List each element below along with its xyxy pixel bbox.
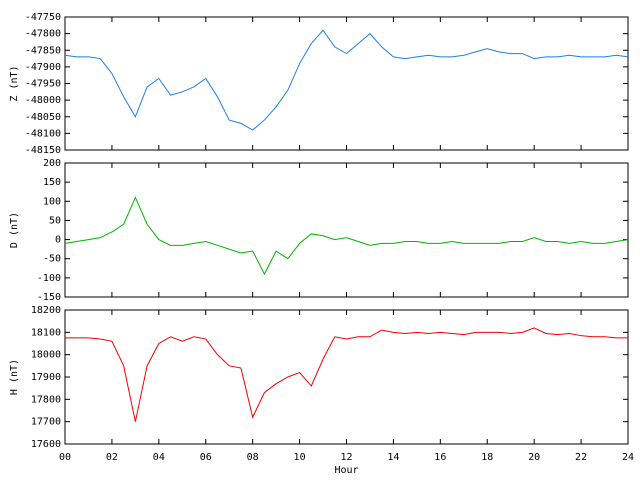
y-tick-label: 50 bbox=[49, 215, 61, 226]
y-tick-label: 0 bbox=[55, 235, 61, 246]
x-tick-label: 04 bbox=[153, 452, 165, 463]
y-tick-label: -47900 bbox=[25, 62, 61, 73]
y-tick-label: -48150 bbox=[25, 145, 61, 156]
y-tick-label: -47800 bbox=[25, 29, 61, 40]
y-tick-label: 18100 bbox=[31, 327, 61, 338]
data-line bbox=[64, 196, 629, 276]
y-tick-label: -47950 bbox=[25, 79, 61, 90]
x-tick-label: 12 bbox=[340, 452, 352, 463]
y-tick-label: -47750 bbox=[25, 12, 61, 23]
x-tick-label: 16 bbox=[434, 452, 446, 463]
y-tick-label: -100 bbox=[37, 273, 61, 284]
x-tick-label: 06 bbox=[200, 452, 212, 463]
y-tick-label: -48100 bbox=[25, 128, 61, 139]
y-tick-label: 18000 bbox=[31, 350, 61, 361]
y-tick-label: 17600 bbox=[31, 439, 61, 450]
y-tick-label: 17700 bbox=[31, 417, 61, 428]
x-tick-label: 02 bbox=[106, 452, 118, 463]
y-axis-label: Z (nT) bbox=[9, 65, 20, 101]
data-line bbox=[64, 29, 629, 131]
x-axis-label: Hour bbox=[334, 465, 358, 476]
y-tick-label: -47850 bbox=[25, 45, 61, 56]
y-tick-label: 100 bbox=[43, 196, 61, 207]
plot-frame bbox=[64, 309, 629, 445]
plot-frame bbox=[64, 16, 629, 151]
x-tick-label: 10 bbox=[294, 452, 306, 463]
y-tick-label: 17800 bbox=[31, 394, 61, 405]
x-tick-label: 24 bbox=[622, 452, 634, 463]
y-tick-label: 17900 bbox=[31, 372, 61, 383]
y-tick-label: 150 bbox=[43, 177, 61, 188]
y-axis-label: D (nT) bbox=[9, 212, 20, 248]
x-tick-label: 22 bbox=[575, 452, 587, 463]
x-tick-label: 08 bbox=[247, 452, 259, 463]
y-tick-label: -150 bbox=[37, 292, 61, 303]
x-tick-label: 18 bbox=[481, 452, 493, 463]
x-tick-label: 14 bbox=[387, 452, 399, 463]
y-tick-label: -50 bbox=[43, 254, 61, 265]
y-axis-label: H (nT) bbox=[9, 359, 20, 395]
plot-frame bbox=[64, 162, 629, 298]
x-tick-label: 20 bbox=[528, 452, 540, 463]
x-tick-label: 00 bbox=[59, 452, 71, 463]
data-line bbox=[65, 327, 628, 422]
y-tick-label: -48000 bbox=[25, 95, 61, 106]
y-tick-label: 18200 bbox=[31, 305, 61, 316]
y-tick-label: -48050 bbox=[25, 112, 61, 123]
y-tick-label: 200 bbox=[43, 158, 61, 169]
